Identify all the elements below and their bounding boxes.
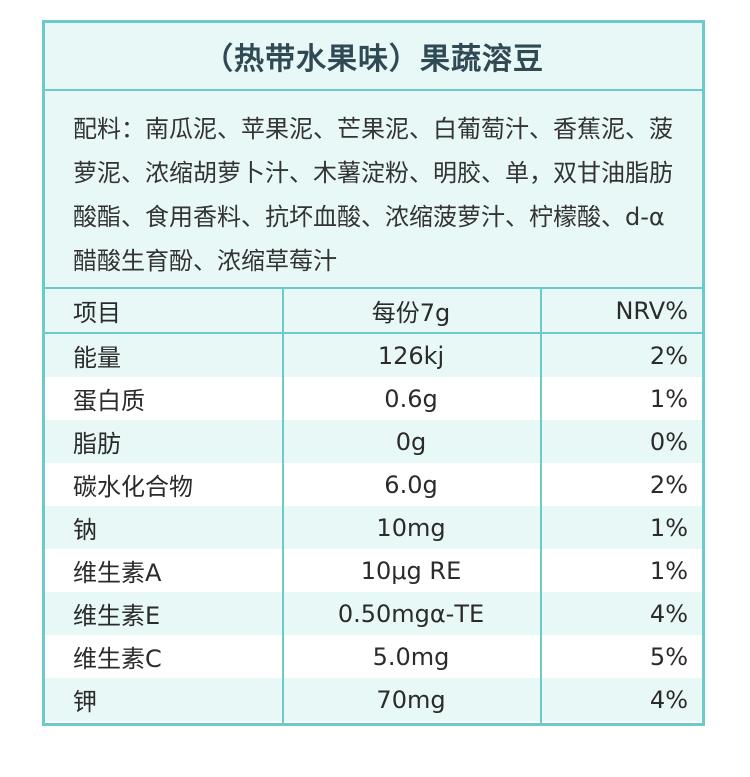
- header-item: 项目: [73, 299, 121, 327]
- product-title: （热带水果味）果蔬溶豆: [203, 42, 544, 77]
- row-nrv: 1%: [649, 556, 688, 585]
- column-divider: [282, 289, 284, 723]
- row-item: 维生素E: [73, 602, 161, 630]
- row-amount: 0g: [395, 427, 427, 456]
- row-item: 脂肪: [73, 430, 121, 458]
- row-nrv: 1%: [649, 384, 688, 413]
- table-row: 维生素A 10μg RE 1%: [45, 549, 702, 592]
- table-row: 维生素C 5.0mg 5%: [45, 635, 702, 678]
- table-row: 钾 70mg 4%: [45, 678, 702, 721]
- header-nrv: NRV%: [615, 296, 688, 325]
- row-nrv: 4%: [649, 599, 688, 628]
- ingredients-section: 配料：南瓜泥、苹果泥、芒果泥、白葡萄汁、香蕉泥、菠萝泥、浓缩胡萝卜汁、木薯淀粉、…: [45, 91, 702, 289]
- row-nrv: 2%: [649, 470, 688, 499]
- row-item: 碳水化合物: [73, 473, 193, 501]
- row-item: 维生素A: [73, 559, 162, 587]
- table-row: 脂肪 0g 0%: [45, 420, 702, 463]
- row-amount: 10μg RE: [360, 556, 462, 585]
- row-item: 钠: [73, 516, 97, 544]
- ingredients-text: 配料：南瓜泥、苹果泥、芒果泥、白葡萄汁、香蕉泥、菠萝泥、浓缩胡萝卜汁、木薯淀粉、…: [73, 115, 673, 275]
- title-bar: （热带水果味）果蔬溶豆: [45, 23, 702, 91]
- table-row: 维生素E 0.50mgα-TE 4%: [45, 592, 702, 635]
- table-header-row: 项目 每份7g NRV%: [45, 289, 702, 334]
- nutrition-label-panel: （热带水果味）果蔬溶豆 配料：南瓜泥、苹果泥、芒果泥、白葡萄汁、香蕉泥、菠萝泥、…: [42, 20, 705, 726]
- nutrition-table: 项目 每份7g NRV% 能量 126kj 2% 蛋白质 0.6g 1% 脂肪 …: [45, 289, 702, 721]
- row-nrv: 1%: [649, 513, 688, 542]
- row-amount: 0.6g: [384, 384, 438, 413]
- table-row: 碳水化合物 6.0g 2%: [45, 463, 702, 506]
- row-nrv: 4%: [649, 685, 688, 714]
- row-nrv: 5%: [649, 642, 688, 671]
- row-item: 能量: [73, 344, 121, 372]
- row-amount: 126kj: [377, 341, 445, 370]
- row-nrv: 0%: [649, 427, 688, 456]
- row-item: 蛋白质: [73, 387, 145, 415]
- header-amount: 每份7g: [371, 299, 451, 327]
- row-amount: 6.0g: [384, 470, 438, 499]
- table-row: 钠 10mg 1%: [45, 506, 702, 549]
- row-amount: 5.0mg: [372, 642, 450, 671]
- row-item: 钾: [73, 688, 97, 716]
- row-item: 维生素C: [73, 645, 162, 673]
- table-row: 蛋白质 0.6g 1%: [45, 377, 702, 420]
- row-nrv: 2%: [649, 341, 688, 370]
- row-amount: 10mg: [376, 513, 446, 542]
- table-row: 能量 126kj 2%: [45, 334, 702, 377]
- row-amount: 0.50mgα-TE: [337, 599, 485, 628]
- row-amount: 70mg: [376, 685, 446, 714]
- column-divider: [540, 289, 542, 723]
